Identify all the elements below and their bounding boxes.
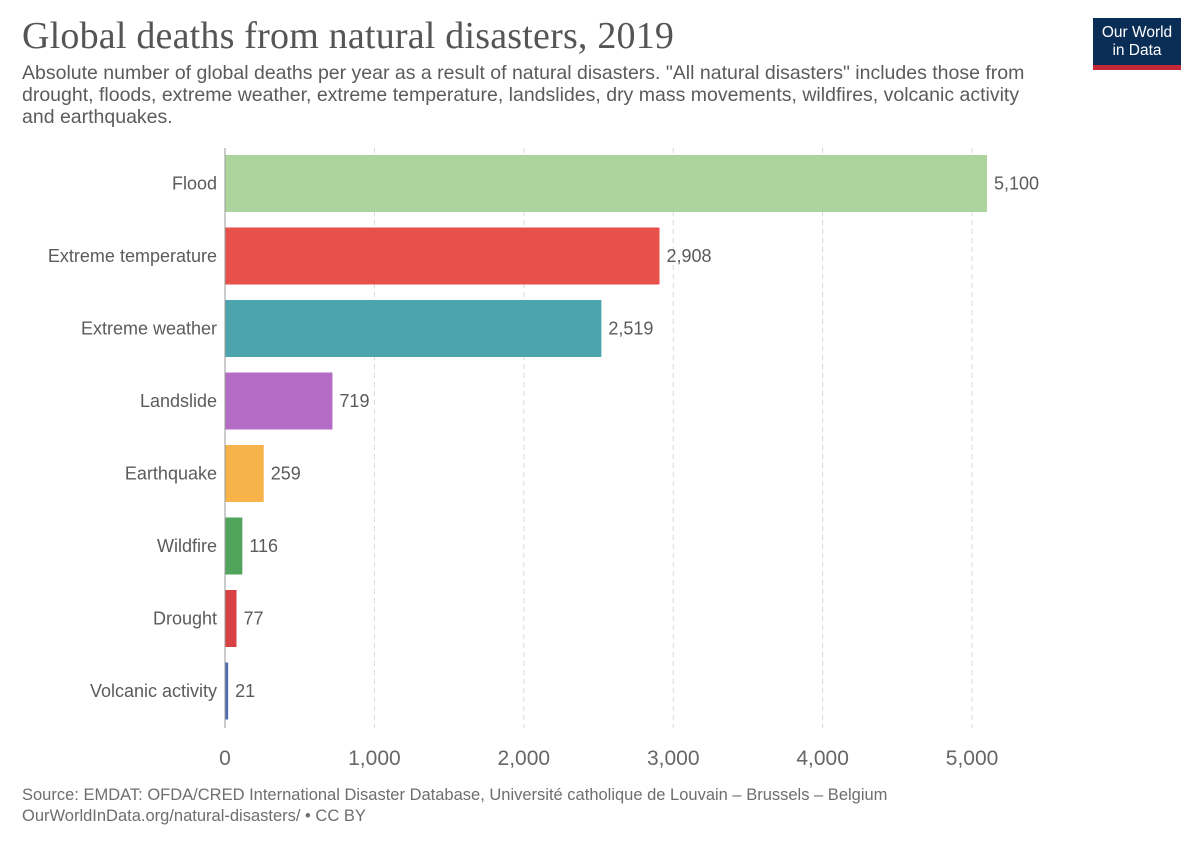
logo-line-2: in Data (1112, 42, 1162, 59)
source-url[interactable]: OurWorldInData.org/natural-disasters/ • … (22, 807, 366, 825)
category-label: Wildfire (157, 536, 217, 556)
bar-wildfire[interactable] (225, 517, 243, 575)
bar-drought[interactable] (225, 590, 237, 647)
value-label: 5,100 (994, 174, 1039, 194)
category-label: Extreme temperature (48, 246, 217, 266)
chart-title: Global deaths from natural disasters, 20… (22, 15, 675, 57)
bar-chart: Flood 5,100 Extreme temperature 2,908 Extrem… (48, 148, 1039, 770)
value-label: 116 (249, 536, 278, 556)
x-tick-label: 2,000 (498, 747, 551, 770)
owid-logo[interactable]: Our World in Data (1093, 18, 1181, 70)
value-label: 2,908 (666, 246, 711, 266)
category-label: Landslide (140, 391, 217, 411)
bar-landslide[interactable] (225, 372, 333, 430)
chart-footer: Source: EMDAT: OFDA/CRED International D… (22, 785, 887, 827)
value-label: 21 (235, 681, 255, 701)
chart-subtitle: Absolute number of global deaths per yea… (22, 62, 1025, 128)
value-label: 719 (339, 391, 369, 411)
bar-extreme-temperature[interactable] (225, 227, 660, 285)
value-label: 259 (271, 464, 301, 484)
category-label: Volcanic activity (90, 681, 217, 701)
x-tick-label: 4,000 (796, 747, 849, 770)
bar-extreme-weather[interactable] (225, 300, 602, 357)
source-text: Source: EMDAT: OFDA/CRED International D… (22, 786, 888, 804)
value-label: 2,519 (608, 319, 653, 339)
category-label: Extreme weather (81, 319, 217, 339)
category-label: Flood (172, 174, 217, 194)
x-tick-label: 0 (219, 747, 231, 770)
x-tick-label: 3,000 (647, 747, 700, 770)
value-label: 77 (244, 609, 264, 629)
bar-flood[interactable] (225, 155, 987, 212)
category-label: Drought (153, 609, 217, 629)
bar-earthquake[interactable] (225, 445, 264, 502)
bar-volcanic-activity[interactable] (225, 662, 229, 720)
x-tick-label: 5,000 (946, 747, 999, 770)
x-tick-label: 1,000 (348, 747, 401, 770)
category-label: Earthquake (125, 464, 217, 484)
logo-line-1: Our World (1101, 24, 1173, 41)
